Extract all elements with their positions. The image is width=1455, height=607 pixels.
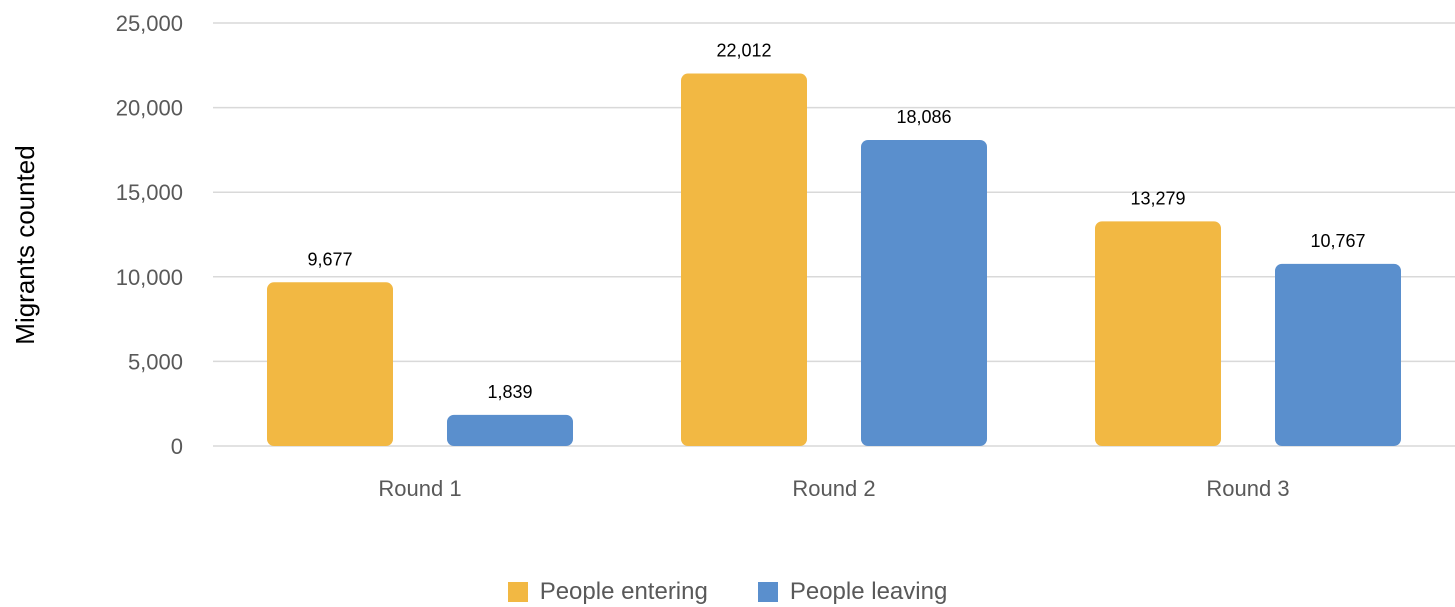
bar-chart: 0 5,000 10,000 15,000 20,000 25,000 9,677 1,83… (10, 11, 1455, 501)
legend-item-leaving: People leaving (757, 578, 948, 606)
x-category-label: Round 2 (792, 476, 875, 501)
data-labels: 9,677 1,839 22,012 18,086 13,279 10,767 (307, 41, 1365, 402)
bar-leaving (861, 139, 987, 447)
x-axis-categories: Round 1 Round 2 Round 3 (378, 476, 1289, 501)
bar-entering (681, 73, 807, 447)
legend-item-entering: People entering (507, 578, 708, 606)
x-category-label: Round 3 (1206, 476, 1289, 501)
y-tick-label: 0 (171, 434, 183, 459)
legend-label-entering: People entering (539, 578, 708, 605)
y-tick-label: 25,000 (116, 11, 183, 36)
legend-swatch-entering (507, 582, 528, 602)
y-tick-label: 20,000 (116, 96, 183, 121)
y-tick-label: 5,000 (128, 349, 183, 374)
y-axis-ticks: 0 5,000 10,000 15,000 20,000 25,000 (116, 11, 183, 459)
x-category-label: Round 1 (378, 476, 461, 501)
y-tick-label: 10,000 (116, 265, 183, 290)
data-label: 18,086 (896, 107, 951, 127)
legend-swatch-leaving (757, 582, 778, 602)
bar-leaving (1275, 263, 1401, 446)
bars (267, 73, 1401, 447)
y-tick-label: 15,000 (116, 180, 183, 205)
bar-entering (267, 282, 393, 446)
data-label: 9,677 (307, 249, 352, 269)
data-label: 22,012 (716, 41, 771, 61)
bar-entering (1095, 221, 1221, 446)
data-label: 13,279 (1130, 188, 1185, 208)
data-label: 10,767 (1310, 231, 1365, 251)
y-axis-label: Migrants counted (10, 145, 40, 344)
bar-leaving (447, 414, 573, 446)
data-label: 1,839 (487, 382, 532, 402)
legend: People entering People leaving (0, 578, 1455, 606)
gridlines (213, 22, 1455, 447)
legend-label-leaving: People leaving (789, 578, 948, 605)
